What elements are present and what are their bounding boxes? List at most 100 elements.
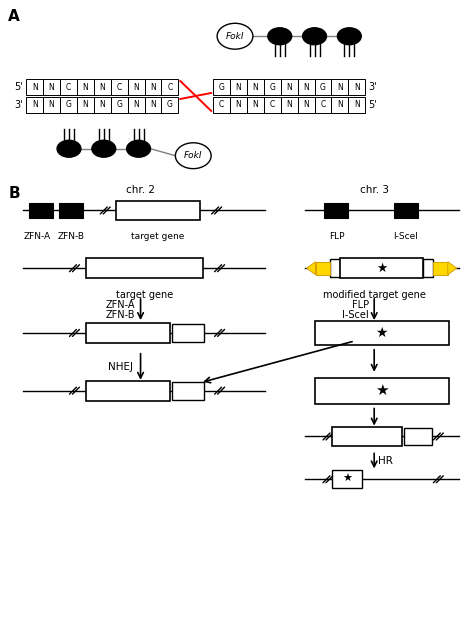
Text: N: N bbox=[133, 82, 139, 92]
Ellipse shape bbox=[217, 23, 253, 49]
Text: ★: ★ bbox=[375, 383, 389, 398]
Bar bbox=[29, 203, 53, 218]
Bar bbox=[315, 378, 449, 404]
Bar bbox=[281, 79, 298, 95]
Bar bbox=[145, 97, 162, 113]
Text: 5': 5' bbox=[368, 100, 377, 110]
Bar bbox=[162, 79, 178, 95]
Text: FLP: FLP bbox=[328, 232, 344, 241]
Text: ZFN-B: ZFN-B bbox=[57, 232, 84, 241]
Bar bbox=[404, 427, 432, 446]
Text: N: N bbox=[354, 82, 360, 92]
Bar bbox=[173, 382, 204, 399]
Bar bbox=[433, 261, 448, 275]
Text: FokI: FokI bbox=[226, 32, 244, 41]
Text: G: G bbox=[116, 101, 122, 110]
Text: ★: ★ bbox=[342, 474, 352, 484]
Ellipse shape bbox=[57, 141, 81, 157]
Bar bbox=[77, 79, 94, 95]
Text: HR: HR bbox=[378, 456, 393, 466]
Text: C: C bbox=[167, 82, 173, 92]
Text: C: C bbox=[320, 101, 326, 110]
Text: chr. 2: chr. 2 bbox=[126, 185, 155, 194]
Bar bbox=[315, 97, 331, 113]
Bar bbox=[111, 97, 128, 113]
Text: G: G bbox=[320, 82, 326, 92]
Bar bbox=[94, 97, 111, 113]
Text: NHEJ: NHEJ bbox=[108, 362, 133, 372]
Bar bbox=[331, 97, 348, 113]
Bar bbox=[60, 79, 77, 95]
Ellipse shape bbox=[337, 28, 361, 45]
Bar bbox=[264, 97, 281, 113]
Text: N: N bbox=[337, 101, 343, 110]
Bar bbox=[330, 260, 340, 277]
Text: 3': 3' bbox=[15, 100, 23, 110]
Bar bbox=[281, 97, 298, 113]
Bar bbox=[162, 97, 178, 113]
Bar bbox=[332, 427, 402, 446]
Bar bbox=[145, 79, 162, 95]
Bar bbox=[94, 79, 111, 95]
Text: N: N bbox=[100, 101, 105, 110]
Bar bbox=[316, 261, 330, 275]
Text: N: N bbox=[236, 82, 241, 92]
Text: N: N bbox=[303, 101, 309, 110]
Text: B: B bbox=[9, 185, 20, 201]
Ellipse shape bbox=[302, 28, 327, 45]
Text: N: N bbox=[100, 82, 105, 92]
Bar bbox=[86, 258, 203, 278]
Text: G: G bbox=[167, 101, 173, 110]
Bar bbox=[173, 324, 204, 342]
Text: N: N bbox=[32, 82, 37, 92]
Text: chr. 3: chr. 3 bbox=[360, 185, 389, 194]
Text: N: N bbox=[337, 82, 343, 92]
Text: modified target gene: modified target gene bbox=[323, 290, 426, 300]
Text: ★: ★ bbox=[376, 261, 387, 275]
Text: C: C bbox=[66, 82, 71, 92]
Bar bbox=[213, 79, 230, 95]
Bar bbox=[213, 97, 230, 113]
Text: C: C bbox=[270, 101, 275, 110]
Ellipse shape bbox=[175, 143, 211, 168]
Bar bbox=[128, 97, 145, 113]
Polygon shape bbox=[448, 261, 457, 275]
Bar bbox=[394, 203, 418, 218]
Text: N: N bbox=[49, 101, 55, 110]
Text: N: N bbox=[82, 82, 88, 92]
Bar bbox=[60, 97, 77, 113]
Text: N: N bbox=[303, 82, 309, 92]
Text: 5': 5' bbox=[15, 82, 23, 92]
Ellipse shape bbox=[268, 28, 292, 45]
Text: N: N bbox=[32, 101, 37, 110]
Text: I-SceI: I-SceI bbox=[393, 232, 419, 241]
Text: target gene: target gene bbox=[131, 232, 184, 241]
Text: A: A bbox=[9, 9, 20, 24]
Bar bbox=[298, 97, 315, 113]
Ellipse shape bbox=[92, 141, 116, 157]
Bar bbox=[348, 97, 365, 113]
Bar bbox=[111, 79, 128, 95]
Bar bbox=[315, 321, 449, 345]
Text: N: N bbox=[150, 82, 156, 92]
Bar bbox=[116, 201, 200, 220]
Text: N: N bbox=[286, 101, 292, 110]
Text: target gene: target gene bbox=[116, 290, 173, 300]
Text: G: G bbox=[219, 82, 225, 92]
Bar bbox=[59, 203, 83, 218]
Bar bbox=[247, 79, 264, 95]
Text: N: N bbox=[82, 101, 88, 110]
Text: N: N bbox=[133, 101, 139, 110]
Bar bbox=[264, 79, 281, 95]
Bar bbox=[348, 79, 365, 95]
Text: N: N bbox=[354, 101, 360, 110]
Bar bbox=[423, 260, 433, 277]
Polygon shape bbox=[307, 261, 316, 275]
Text: N: N bbox=[150, 101, 156, 110]
Text: N: N bbox=[286, 82, 292, 92]
Text: G: G bbox=[65, 101, 72, 110]
Bar bbox=[26, 97, 43, 113]
Bar bbox=[43, 79, 60, 95]
Bar bbox=[331, 79, 348, 95]
Bar bbox=[247, 97, 264, 113]
